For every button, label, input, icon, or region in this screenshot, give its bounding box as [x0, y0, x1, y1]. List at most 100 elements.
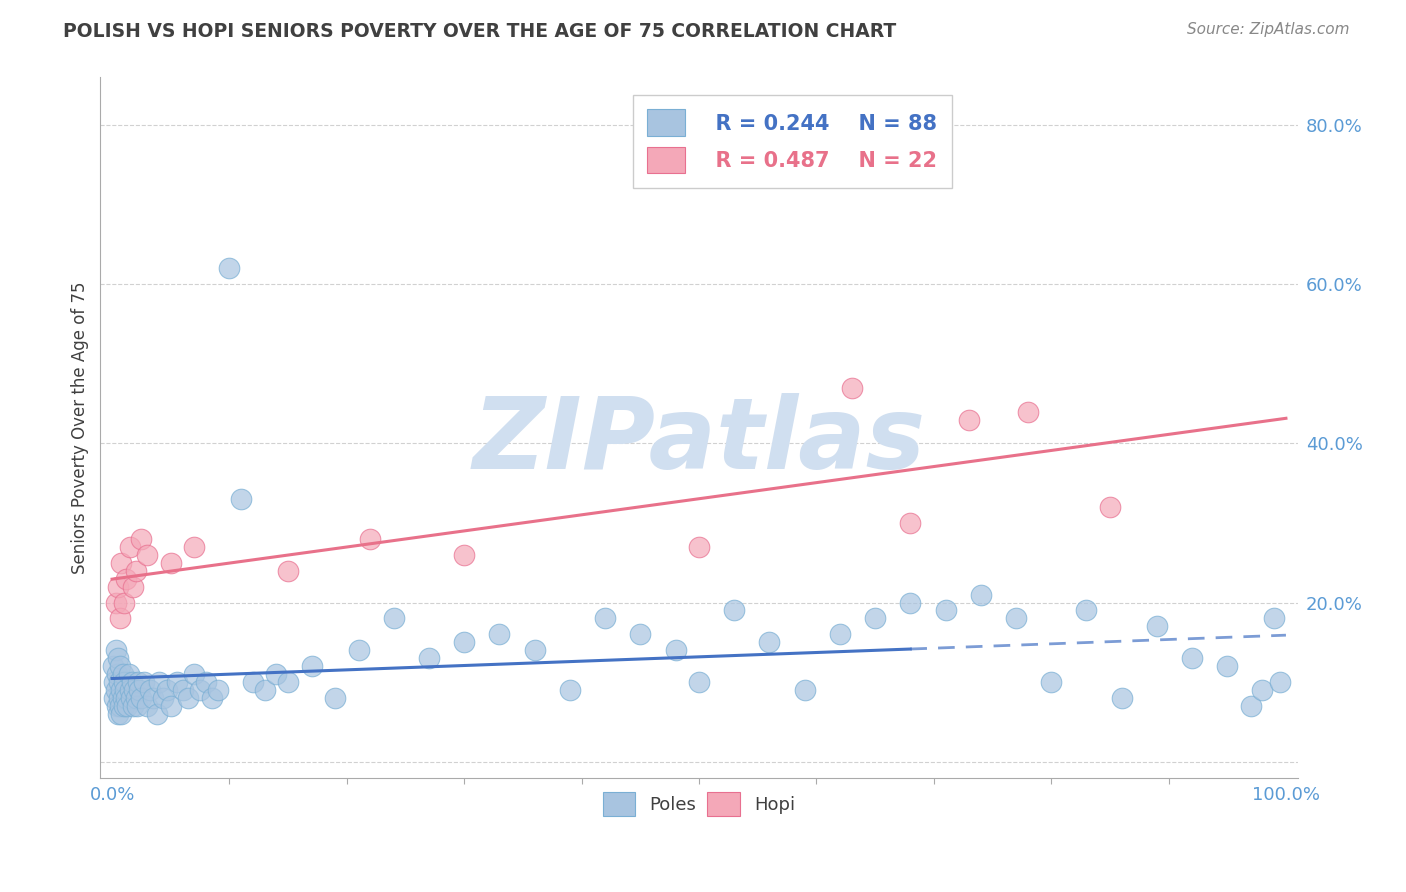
Point: [117, 667, 139, 681]
Point: [453, 635, 475, 649]
Text: ZIPatlas: ZIPatlas: [472, 393, 925, 490]
Point: [828, 627, 851, 641]
Point: [1263, 611, 1285, 625]
Point: [117, 698, 139, 713]
Point: [207, 683, 229, 698]
Point: [152, 691, 174, 706]
Point: [277, 675, 299, 690]
Point: [1040, 675, 1063, 690]
Point: [523, 643, 546, 657]
Point: [107, 651, 129, 665]
Point: [156, 683, 179, 698]
Point: [301, 659, 323, 673]
Point: [382, 611, 405, 625]
Point: [863, 611, 886, 625]
Point: [120, 691, 142, 706]
Point: [110, 706, 132, 721]
Point: [558, 683, 581, 698]
Point: [103, 691, 125, 706]
Point: [1098, 500, 1121, 514]
Point: [103, 659, 125, 673]
Point: [172, 683, 194, 698]
Point: [127, 675, 149, 690]
Point: [1251, 683, 1274, 698]
Point: [159, 698, 181, 713]
Point: [1146, 619, 1168, 633]
Point: [841, 381, 863, 395]
Point: [183, 667, 205, 681]
Point: [593, 611, 616, 625]
Point: [110, 698, 132, 713]
Point: [112, 698, 135, 713]
Point: [110, 611, 132, 625]
Point: [125, 698, 148, 713]
Point: [1111, 691, 1133, 706]
Point: [112, 595, 135, 609]
Point: [359, 532, 381, 546]
Point: [128, 683, 150, 698]
Point: [112, 675, 135, 690]
Point: [898, 595, 921, 609]
Point: [1268, 675, 1291, 690]
Point: [104, 643, 127, 657]
Point: [110, 683, 132, 698]
Point: [105, 698, 128, 713]
Point: [115, 572, 138, 586]
Point: [418, 651, 440, 665]
Point: [957, 412, 980, 426]
Point: [723, 603, 745, 617]
Y-axis label: Seniors Poverty Over the Age of 75: Seniors Poverty Over the Age of 75: [72, 281, 89, 574]
Point: [132, 675, 155, 690]
Point: [122, 698, 145, 713]
Text: POLISH VS HOPI SENIORS POVERTY OVER THE AGE OF 75 CORRELATION CHART: POLISH VS HOPI SENIORS POVERTY OVER THE …: [63, 22, 897, 41]
Point: [110, 659, 132, 673]
Point: [1005, 611, 1028, 625]
Point: [118, 540, 141, 554]
Point: [453, 548, 475, 562]
Point: [166, 675, 188, 690]
Point: [103, 675, 125, 690]
Point: [104, 683, 127, 698]
Point: [1076, 603, 1098, 617]
Text: Source: ZipAtlas.com: Source: ZipAtlas.com: [1187, 22, 1350, 37]
Point: [145, 706, 167, 721]
Point: [124, 564, 146, 578]
Point: [628, 627, 651, 641]
Point: [131, 532, 153, 546]
Point: [934, 603, 956, 617]
Point: [1216, 659, 1239, 673]
Point: [231, 492, 253, 507]
Point: [159, 556, 181, 570]
Point: [688, 540, 710, 554]
Point: [266, 667, 288, 681]
Point: [124, 691, 146, 706]
Point: [107, 580, 129, 594]
Point: [114, 683, 136, 698]
Point: [183, 540, 205, 554]
Point: [347, 643, 370, 657]
Point: [195, 675, 218, 690]
Point: [111, 691, 134, 706]
Point: [107, 706, 129, 721]
Point: [323, 691, 346, 706]
Point: [1240, 698, 1263, 713]
Point: [110, 556, 132, 570]
Point: [201, 691, 224, 706]
Point: [277, 564, 299, 578]
Point: [136, 698, 159, 713]
Point: [122, 580, 145, 594]
Point: [793, 683, 815, 698]
Point: [242, 675, 264, 690]
Point: [1017, 404, 1039, 418]
Point: [121, 675, 143, 690]
Legend: Poles, Hopi: Poles, Hopi: [593, 783, 804, 824]
Point: [105, 667, 128, 681]
Point: [758, 635, 780, 649]
Point: [148, 675, 170, 690]
Point: [664, 643, 686, 657]
Point: [898, 516, 921, 530]
Point: [177, 691, 200, 706]
Point: [188, 683, 211, 698]
Point: [970, 588, 993, 602]
Point: [253, 683, 276, 698]
